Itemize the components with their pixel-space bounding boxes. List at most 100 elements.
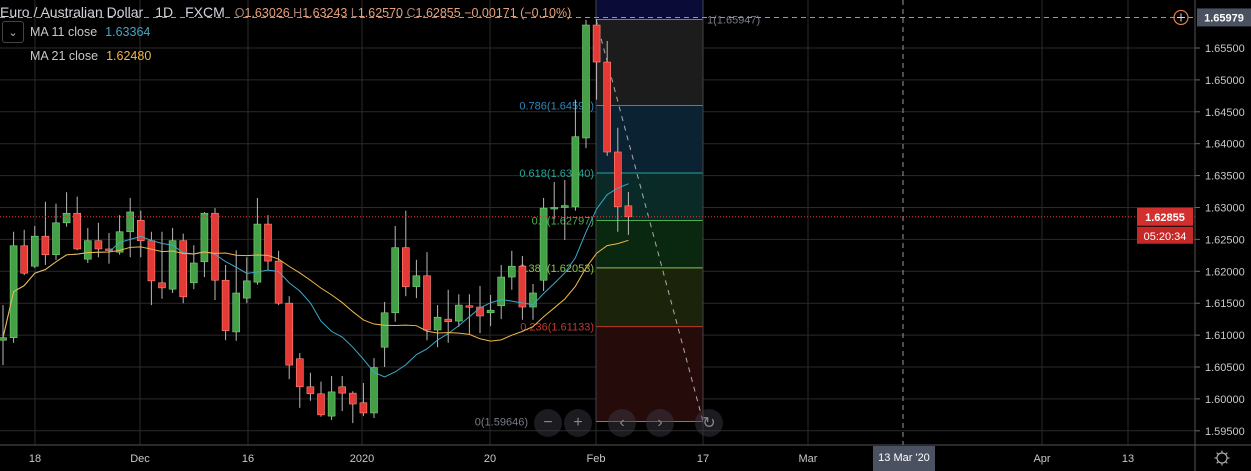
indicator-value: 1.63364 <box>105 25 151 39</box>
candle-body <box>41 235 50 256</box>
fib-level-label: 0.618(1.63540) <box>519 168 594 180</box>
candle <box>200 211 209 278</box>
candle-body <box>73 212 81 250</box>
close-value: 1.62855 <box>415 6 461 20</box>
fib-band <box>596 105 703 174</box>
price-tick-label: 1.60000 <box>1205 394 1245 406</box>
candle-body <box>592 24 601 63</box>
candle-body <box>550 207 559 210</box>
candle-body <box>30 235 39 267</box>
candle-body <box>338 386 347 394</box>
candle-body <box>221 279 230 331</box>
candle <box>190 245 198 290</box>
indicator-label: MA 21 close <box>30 49 99 63</box>
symbol-title[interactable]: Euro / Australian Dollar <box>0 4 144 20</box>
candle <box>592 19 601 100</box>
candle-body <box>444 318 453 323</box>
gear-tooth <box>1225 461 1228 464</box>
price-tick-label: 1.61000 <box>1205 330 1245 342</box>
candle-body <box>582 24 590 139</box>
candle <box>380 301 389 367</box>
candle <box>41 201 50 265</box>
time-tick-label: 2020 <box>350 453 374 465</box>
gear-icon[interactable] <box>1214 450 1230 466</box>
candle <box>9 231 18 343</box>
candle-body <box>20 245 29 274</box>
indicator-ma21[interactable]: MA 21 close 1.62480 <box>0 44 571 68</box>
time-tick-label: 16 <box>242 453 254 465</box>
fib-band <box>596 173 703 221</box>
candle-body <box>624 205 633 218</box>
candle <box>84 227 92 264</box>
candle <box>539 197 548 292</box>
candle-body <box>348 392 357 405</box>
open-value: 1.63026 <box>244 6 290 20</box>
candle-body <box>158 282 166 289</box>
candle <box>285 296 294 380</box>
candle <box>454 294 463 327</box>
candle-body <box>147 240 156 282</box>
ma-line <box>2 239 629 342</box>
candle-body <box>401 247 410 287</box>
fib-level-label: 0.236(1.61133) <box>520 322 594 334</box>
candle <box>486 294 495 327</box>
candle <box>179 233 187 304</box>
zoom-in-icon[interactable]: + <box>564 409 592 437</box>
price-tick-label: 1.63500 <box>1205 171 1245 183</box>
candle <box>62 192 71 227</box>
gear-ring <box>1216 452 1228 464</box>
last-price-label: 1.62855 <box>1145 212 1185 224</box>
candle-body <box>168 240 177 290</box>
candle-body <box>211 212 219 281</box>
candle <box>401 210 410 297</box>
time-tick-label: Feb <box>587 453 606 465</box>
scroll-left-icon[interactable]: ‹ <box>608 409 636 437</box>
countdown-label: 05:20:34 <box>1144 231 1187 243</box>
candle <box>243 257 251 304</box>
price-tick-label: 1.63000 <box>1205 203 1245 215</box>
countdown-box <box>1137 226 1193 244</box>
candle-body <box>359 402 368 414</box>
ohlc-values: O1.63026 H1.63243 L1.62570 C1.62855 −0.0… <box>235 6 571 20</box>
moving-averages <box>2 183 629 378</box>
candle <box>433 305 442 348</box>
candle <box>105 233 113 264</box>
candle <box>370 358 378 419</box>
fib-level-label: 0.382(1.62053) <box>519 263 594 275</box>
candle <box>571 99 580 211</box>
price-tick-label: 1.65000 <box>1205 75 1245 87</box>
candle <box>359 382 368 417</box>
price-tick-label: 1.61500 <box>1205 298 1245 310</box>
chevron-down-icon[interactable]: ⌄ <box>2 21 24 43</box>
zoom-out-icon[interactable]: − <box>534 409 562 437</box>
change-value: −0.00171 (−0.10%) <box>464 6 572 20</box>
crosshair-price-label: 1.65979 <box>1204 12 1244 24</box>
fib-level-label: 0(1.59646) <box>475 416 528 428</box>
exchange: FXCM <box>185 4 225 20</box>
interval[interactable]: 1D <box>155 4 174 20</box>
fib-retracement[interactable]: 1(1.65947)0.786(1.64599)0.618(1.63540)0.… <box>475 0 760 428</box>
crosshair-price-box <box>1197 8 1251 27</box>
candle <box>232 250 240 341</box>
candle <box>423 252 431 341</box>
fib-band <box>596 19 703 106</box>
candle-body <box>380 312 389 348</box>
price-tick-label: 1.60500 <box>1205 362 1245 374</box>
candle-body <box>84 240 92 260</box>
scroll-right-icon[interactable]: › <box>646 409 674 437</box>
time-tick-label: Dec <box>130 453 150 465</box>
candle-body <box>94 240 103 250</box>
candle <box>264 215 272 271</box>
candle <box>465 294 474 334</box>
fib-level-label: 1(1.65947) <box>707 14 760 26</box>
candle-body <box>52 222 60 256</box>
plus-icon <box>1177 13 1185 22</box>
indicator-ma11[interactable]: ⌄ MA 11 close 1.63364 <box>0 20 571 44</box>
reset-icon[interactable]: ↻ <box>695 409 723 437</box>
ma-line <box>2 183 629 378</box>
candle-body <box>613 151 622 208</box>
candle-body <box>179 240 187 298</box>
gear-tooth <box>1216 461 1219 464</box>
